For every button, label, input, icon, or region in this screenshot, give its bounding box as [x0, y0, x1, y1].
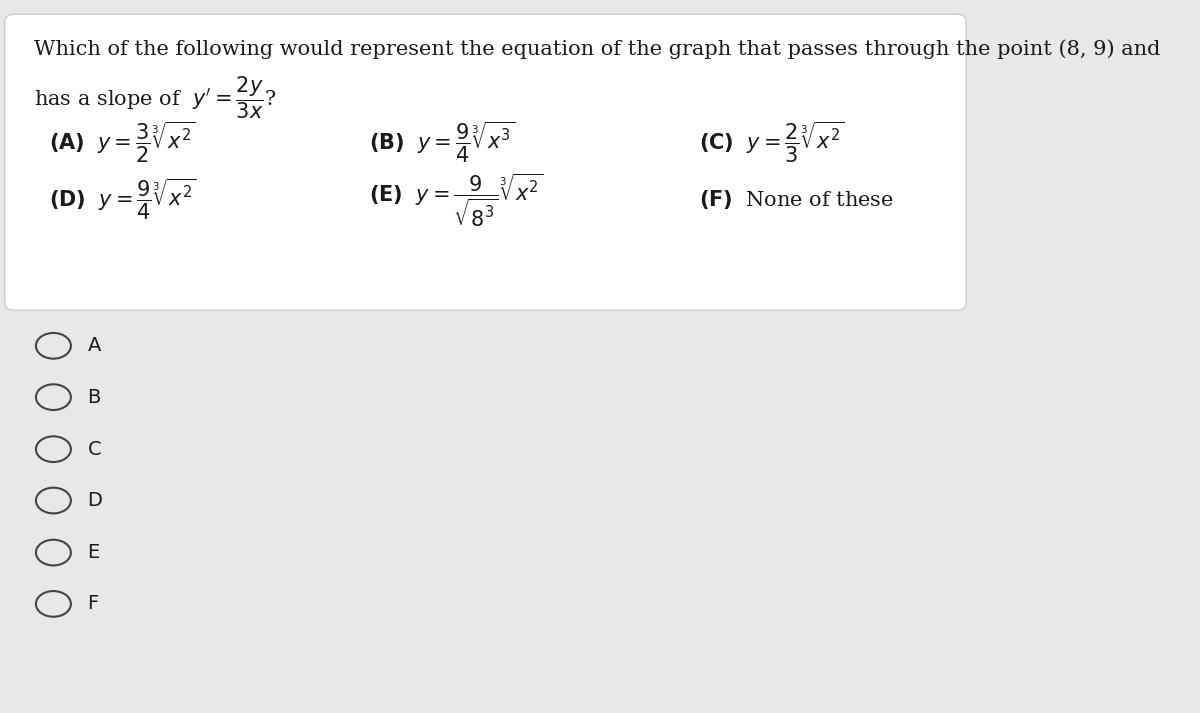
Text: $\mathbf{(A)}$  $y=\dfrac{3}{2}\sqrt[3]{x^2}$: $\mathbf{(A)}$ $y=\dfrac{3}{2}\sqrt[3]{x… [48, 120, 196, 165]
Text: $\mathbf{(C)}$  $y=\dfrac{2}{3}\sqrt[3]{x^2}$: $\mathbf{(C)}$ $y=\dfrac{2}{3}\sqrt[3]{x… [700, 120, 845, 165]
Text: $\mathbf{(D)}$  $y=\dfrac{9}{4}\sqrt[3]{x^2}$: $\mathbf{(D)}$ $y=\dfrac{9}{4}\sqrt[3]{x… [48, 177, 197, 222]
Text: F: F [88, 595, 98, 613]
Text: Which of the following would represent the equation of the graph that passes thr: Which of the following would represent t… [34, 39, 1160, 59]
Text: $\mathbf{(F)}$  None of these: $\mathbf{(F)}$ None of these [700, 188, 894, 211]
Text: $\mathbf{(B)}$  $y=\dfrac{9}{4}\sqrt[3]{x^3}$: $\mathbf{(B)}$ $y=\dfrac{9}{4}\sqrt[3]{x… [370, 120, 515, 165]
Text: $\mathbf{(E)}$  $y=\dfrac{9}{\sqrt{8^3}}\sqrt[3]{x^2}$: $\mathbf{(E)}$ $y=\dfrac{9}{\sqrt{8^3}}\… [370, 171, 544, 228]
Text: B: B [88, 388, 101, 406]
Text: E: E [88, 543, 100, 562]
FancyBboxPatch shape [5, 14, 966, 310]
Text: C: C [88, 440, 101, 458]
Text: A: A [88, 337, 101, 355]
Text: D: D [88, 491, 102, 510]
Text: has a slope of  $y' = \dfrac{2y}{3x}$?: has a slope of $y' = \dfrac{2y}{3x}$? [34, 75, 276, 121]
